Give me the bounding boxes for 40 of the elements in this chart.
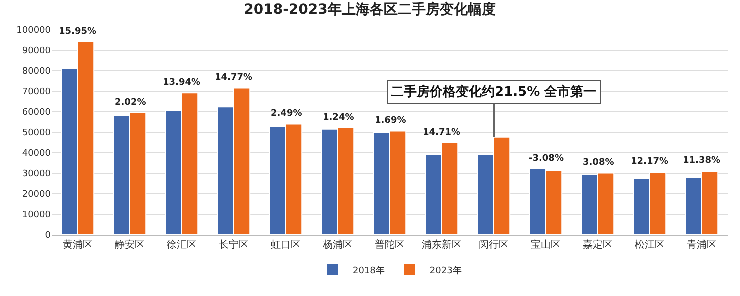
y-tick-label: 80000 xyxy=(22,67,52,78)
x-tick-label: 黄浦区 xyxy=(63,239,93,251)
annotation: 14.71% xyxy=(423,128,460,138)
y-tick-label: 90000 xyxy=(22,46,52,57)
annotation: 11.38% xyxy=(683,156,720,166)
annotation: 14.77% xyxy=(215,73,252,83)
y-tick-label: 60000 xyxy=(22,108,52,118)
y-tick-label: 70000 xyxy=(22,88,52,98)
x-tick-label: 嘉定区 xyxy=(583,239,613,251)
x-tick-label: 杨浦区 xyxy=(322,239,353,251)
annotation: 1.69% xyxy=(375,116,406,126)
annotation: 二手房价格变化约21.5% 全市第一 xyxy=(391,84,597,100)
x-tick-label: 虹口区 xyxy=(271,239,301,251)
y-tick-label: 10000 xyxy=(22,210,52,221)
y-tick-label: 0 xyxy=(45,231,52,242)
y-tick-label: 30000 xyxy=(22,170,52,180)
annotation: 2.49% xyxy=(271,109,302,119)
legend-label: 2018年 xyxy=(353,266,385,277)
x-tick-label: 宝山区 xyxy=(531,239,561,251)
y-tick-label: 20000 xyxy=(22,190,52,200)
annotation: 1.24% xyxy=(323,113,354,123)
x-tick-label: 静安区 xyxy=(115,239,145,251)
x-tick-label: 松江区 xyxy=(635,239,665,251)
y-tick-label: 50000 xyxy=(22,128,52,139)
annotation: 3.08% xyxy=(583,158,614,168)
annotation: 12.17% xyxy=(631,157,668,167)
chart-title: 2018-2023年上海各区二手房变化幅度 xyxy=(244,1,496,18)
y-tick-label: 100000 xyxy=(16,26,52,36)
annotation: 15.95% xyxy=(59,27,96,37)
annotation: -3.08% xyxy=(529,154,564,164)
annotation: 13.94% xyxy=(163,78,200,88)
x-tick-label: 青浦区 xyxy=(687,239,717,251)
y-tick-label: 40000 xyxy=(22,149,52,160)
x-tick-label: 普陀区 xyxy=(375,239,405,251)
x-tick-label: 浦东新区 xyxy=(422,239,462,251)
legend-label: 2023年 xyxy=(430,266,462,277)
x-tick-label: 徐汇区 xyxy=(167,239,197,251)
x-tick-label: 长宁区 xyxy=(219,239,249,251)
x-tick-label: 闵行区 xyxy=(479,239,509,251)
annotation: 2.02% xyxy=(115,98,146,108)
